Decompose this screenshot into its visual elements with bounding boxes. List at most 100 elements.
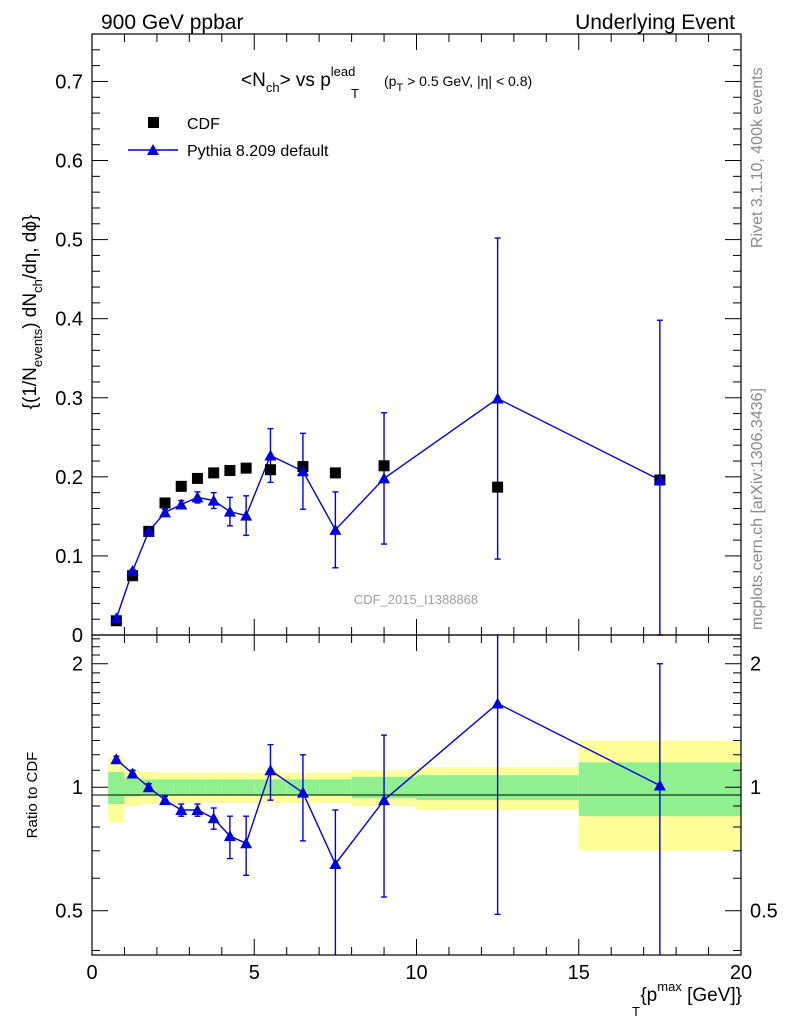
ratio-panel: 0.5 0.51 12 20 5 10 15 20 Ratio to CDF {pmax [G… [24,634,778,1019]
ratio-band-green [189,779,206,796]
pythia-point [296,465,309,477]
title-part-1: <N [241,70,266,91]
pythia-point [223,505,236,517]
main-panel: 00.10.20.30.40.50.60.7 <Nch> vs plead T … [20,33,742,647]
ylabel-a: {(1/N [20,367,41,409]
title-part-2: > vs p [280,70,331,91]
title-part-1-sub: ch [266,80,280,95]
ratio-pythia-point [378,794,391,806]
ylabel-a-sub: events [30,328,45,367]
legend-cdf-label: CDF [187,116,220,133]
ratio-bands [108,740,741,851]
cdf-point [208,467,220,479]
pythia-point [378,472,391,484]
ratio-band-green [124,778,141,797]
xlabel-b: [GeV]} [682,985,742,1006]
ratio-y-tick-label-right: 0.5 [750,901,778,923]
ratio-pythia-point [142,781,155,793]
ratio-ticks: 0.5 0.51 12 20 5 10 15 20 [55,635,778,984]
cdf-point [175,480,187,492]
ratio-pythia-point [126,767,139,779]
main-y-tick-label: 0.2 [55,467,83,489]
pythia-line [115,397,661,619]
ratio-band-green [173,779,190,796]
ratio-y-tick-label: 0.5 [55,901,83,923]
main-series [110,237,666,636]
ratio-pythia-point [240,837,253,849]
ratio-plot-frame [91,634,742,956]
ratio-y-label: Ratio to CDF [24,752,41,839]
ratio-pythia-point [296,786,309,798]
pythia-point [175,498,188,510]
ratio-series [110,635,666,955]
ratio-pythia-point [653,779,666,791]
ratio-y-tick-label: 1 [72,777,83,799]
main-title: <Nch> vs plead [241,64,355,95]
main-ticks: 0 0.1 0.2 0.3 0.4 0.5 0.6 0.7 [55,33,742,647]
main-y-tick-label: 0.1 [55,546,83,568]
ratio-y-tick-label-right: 2 [750,654,761,676]
title-part-3-sub: T [396,82,403,94]
cdf-point [191,472,203,484]
xlabel-a: {p [640,985,657,1006]
ratio-pythia-point [223,830,236,842]
pythia-point [653,474,666,486]
xlabel-sub: T [632,1004,640,1019]
pythia-point [329,523,342,535]
legend-pythia-label: Pythia 8.209 default [187,143,329,160]
ratio-pythia-point [207,812,220,824]
pythia-point [207,494,220,506]
pythia-point [240,509,253,521]
pythia-point [264,449,277,461]
x-tick-label: 5 [249,962,260,984]
x-axis-label: {pmax [GeV]} [640,979,742,1006]
cdf-point [329,467,341,479]
main-y-tick-label: 0.6 [55,151,83,173]
x-tick-label: 15 [568,962,590,984]
ratio-band-green [221,779,239,796]
x-tick-label: 10 [405,962,427,984]
legend: CDF Pythia 8.209 default [128,116,329,160]
main-y-tick-label: 0 [72,625,83,647]
header-right: Underlying Event [575,11,735,34]
header-left: 900 GeV ppbar [101,11,243,34]
ratio-band-green [108,771,125,805]
analysis-watermark: CDF_2015_I1388868 [354,592,478,607]
mcplots-label: mcplots.cern.ch [arXiv:1306.3436] [749,388,766,630]
ratio-y-tick-label: 2 [72,654,83,676]
title-part-2-sub: T [351,86,359,101]
ratio-pythia-point [175,804,188,816]
cdf-point [264,464,276,476]
xlabel-sup: max [657,979,682,994]
pythia-point [126,564,139,576]
cdf-point [492,481,504,493]
cdf-point [240,462,252,474]
x-tick-label: 20 [730,962,752,984]
ratio-pythia-point [491,697,504,709]
ratio-pythia-point [191,804,204,816]
pythia-point [191,491,204,503]
ratio-y-tick-label-right: 1 [750,777,761,799]
pythia-point [491,392,504,404]
main-y-tick-label: 0.5 [55,230,83,252]
ratio-band-green [156,779,174,796]
legend-cdf-marker [148,117,159,128]
rivet-label: Rivet 3.1.10, 400k events [749,67,766,248]
ratio-pythia-point [264,764,277,776]
pythia-point [159,506,172,518]
legend-pythia-marker [147,144,159,155]
main-y-tick-label: 0.3 [55,388,83,410]
title-part-4: > 0.5 GeV, |η| < 0.8) [403,73,532,89]
ratio-pythia-point [110,753,123,765]
ratio-band-green [205,779,222,796]
ylabel-b: ) dN [20,293,41,329]
ratio-band-green [319,779,352,796]
pythia-point [110,612,123,624]
cdf-point [378,460,390,472]
main-y-tick-label: 0.4 [55,309,83,331]
cdf-point [159,497,171,509]
ratio-pythia-point [329,857,342,869]
ratio-band-green [238,779,255,796]
x-tick-label: 0 [86,962,97,984]
